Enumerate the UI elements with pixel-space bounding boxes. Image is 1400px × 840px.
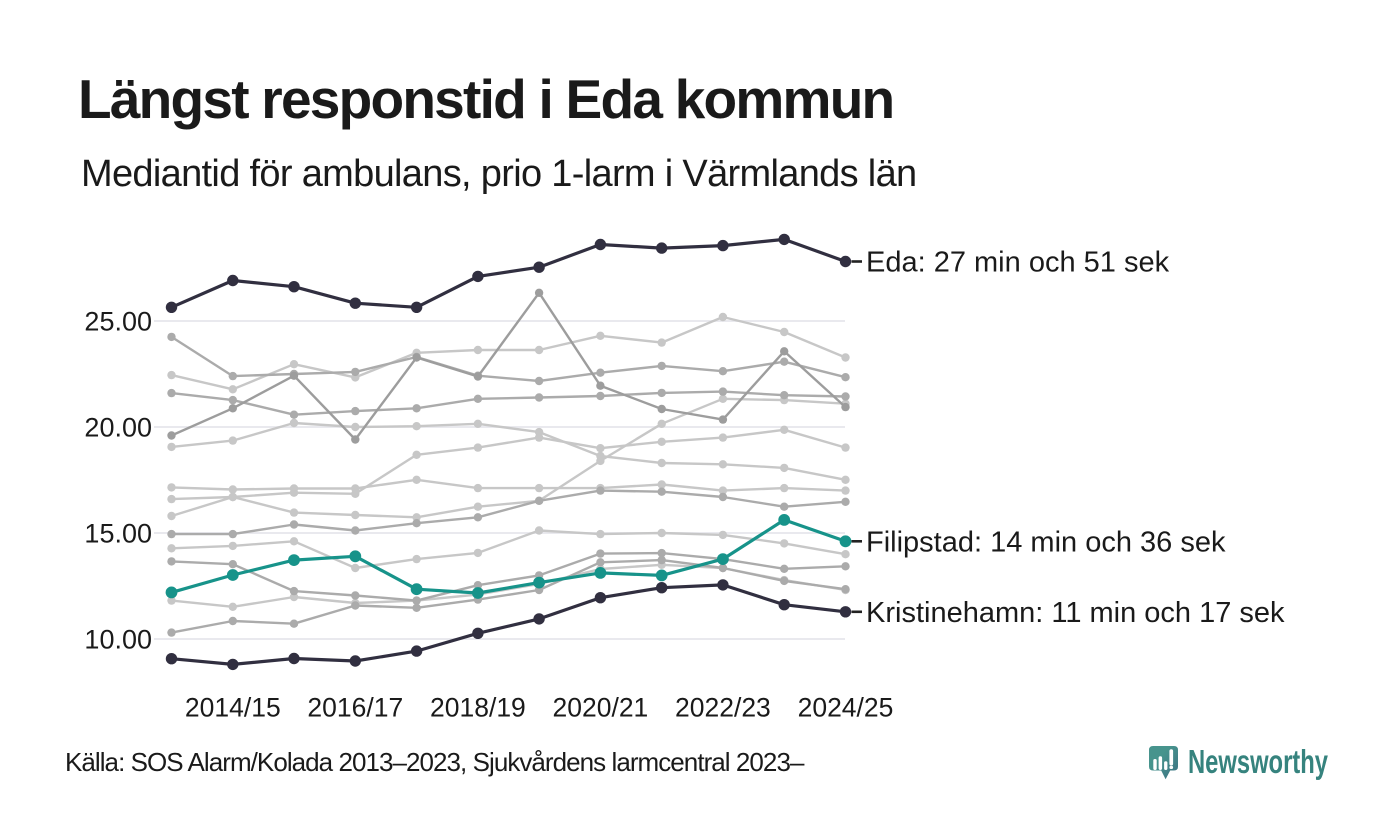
svg-text:10.00: 10.00	[84, 625, 152, 655]
svg-text:Kristinehamn: 11 min och 17 se: Kristinehamn: 11 min och 17 sek	[866, 597, 1285, 629]
svg-text:25.00: 25.00	[84, 307, 152, 337]
svg-text:2022/23: 2022/23	[675, 693, 771, 723]
svg-text:20.00: 20.00	[84, 413, 152, 443]
svg-text:15.00: 15.00	[84, 519, 152, 549]
svg-text:Eda: 27 min och 51 sek: Eda: 27 min och 51 sek	[866, 247, 1170, 279]
svg-text:2016/17: 2016/17	[307, 693, 403, 723]
svg-text:2018/19: 2018/19	[430, 693, 526, 723]
svg-text:Filipstad: 14 min och 36 sek: Filipstad: 14 min och 36 sek	[866, 526, 1226, 558]
svg-text:2014/15: 2014/15	[185, 693, 281, 723]
svg-text:2020/21: 2020/21	[553, 693, 649, 723]
svg-text:2024/25: 2024/25	[798, 693, 894, 723]
